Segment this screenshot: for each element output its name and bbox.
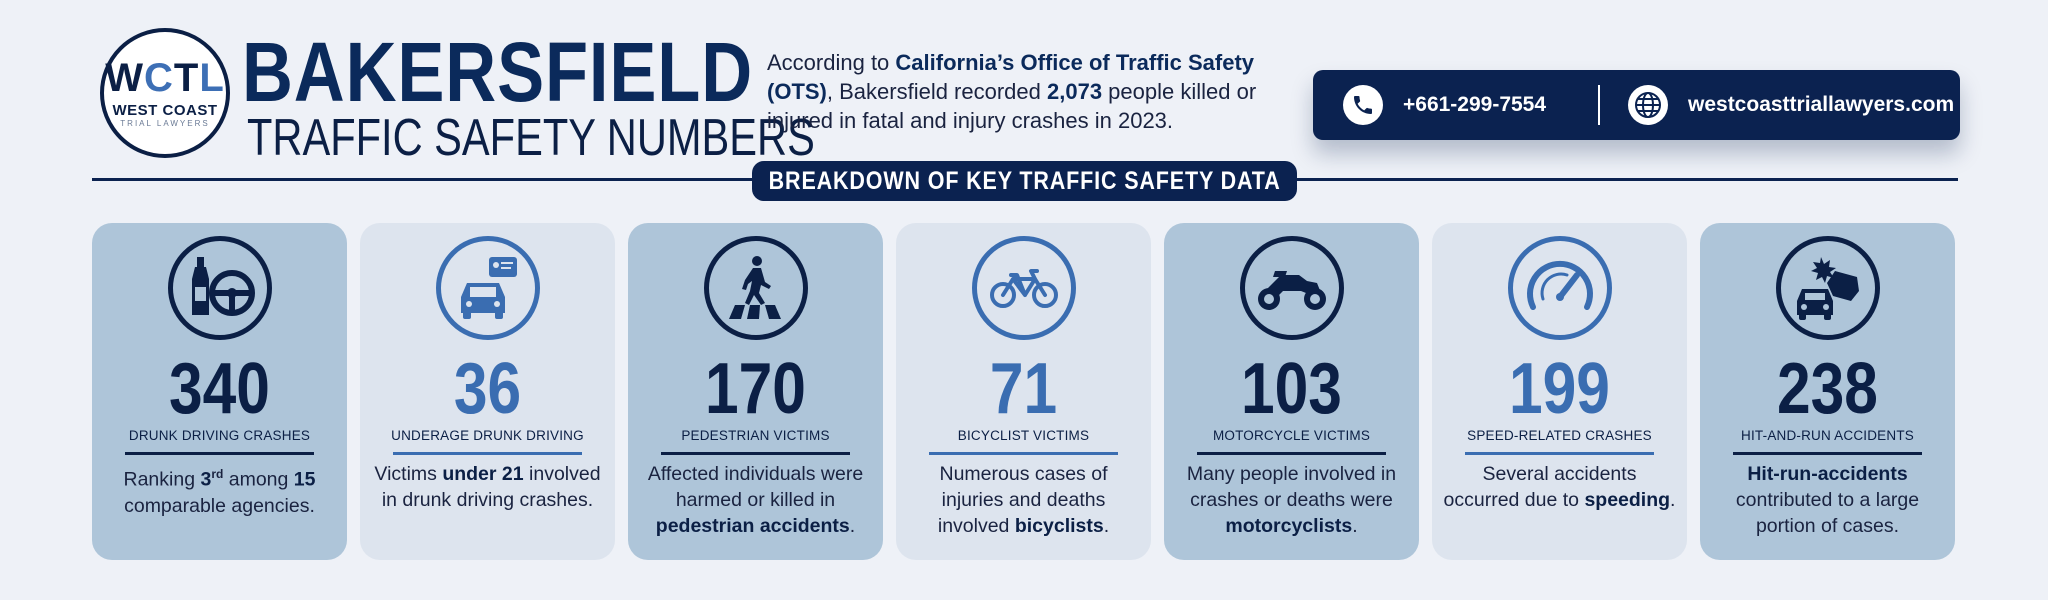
intro-part: According to: [767, 50, 896, 75]
motorcycle-icon: [1240, 236, 1344, 340]
stat-value: 238: [1777, 349, 1878, 429]
stat-card-bicyclist: 71 BICYCLIST VICTIMS Numerous cases of i…: [896, 223, 1151, 560]
desc-bold: 3: [200, 468, 212, 491]
stat-value: 36: [453, 349, 522, 429]
pedestrian-crossing-icon: [704, 236, 808, 340]
desc-bold: motorcyclists: [1225, 515, 1353, 537]
stat-value: 170: [705, 349, 806, 429]
desc-part: Many people involved in crashes or death…: [1186, 463, 1397, 511]
desc-part: comparable agencies.: [124, 494, 315, 517]
desc-part: Victims: [374, 463, 443, 485]
desc-part: contributed to a large portion of cases.: [1735, 489, 1920, 537]
stat-label: SPEED-RELATED CRASHES: [1467, 428, 1652, 443]
desc-bold: pedestrian accidents: [655, 515, 850, 537]
stat-description: Ranking 3rd among 15 comparable agencies…: [102, 461, 337, 519]
section-banner: BREAKDOWN OF KEY TRAFFIC SAFETY DATA: [752, 161, 1297, 201]
stat-label: HIT-AND-RUN ACCIDENTS: [1741, 428, 1914, 443]
bicycle-icon: [972, 236, 1076, 340]
stat-description: Many people involved in crashes or death…: [1174, 461, 1409, 539]
stat-underline: [661, 452, 850, 455]
stat-underline: [1733, 452, 1922, 455]
intro-bold: 2,073: [1047, 79, 1103, 104]
globe-icon: [1628, 85, 1668, 125]
desc-bold: Hit-run-accidents: [1747, 463, 1908, 485]
logo-name: WEST COAST: [112, 102, 218, 119]
stat-description: Numerous cases of injuries and deaths in…: [906, 461, 1141, 539]
desc-part: involved in drunk driving crashes.: [381, 463, 601, 511]
logo-tagline: TRIAL LAWYERS: [120, 119, 210, 128]
stat-underline: [929, 452, 1118, 455]
website-link[interactable]: westcoasttriallawyers.com: [1600, 70, 1954, 140]
page-title: BAKERSFIELD: [242, 25, 754, 119]
intro-bold: California’s Office of Traffic Safety (O…: [767, 50, 1255, 104]
stat-value: 199: [1509, 349, 1610, 429]
stat-card-motorcycle: 103 MOTORCYCLE VICTIMS Many people invol…: [1164, 223, 1419, 560]
drunk-driving-icon: [168, 236, 272, 340]
banner-text: BREAKDOWN OF KEY TRAFFIC SAFETY DATA: [768, 166, 1281, 195]
intro-text: According to California’s Office of Traf…: [767, 48, 1297, 135]
page-subtitle: TRAFFIC SAFETY NUMBERS: [247, 109, 815, 167]
intro-part: people killed or injured in fatal and in…: [767, 79, 1257, 133]
desc-bold: bicyclists: [1014, 515, 1104, 537]
stat-underline: [125, 452, 314, 455]
stat-label: PEDESTRIAN VICTIMS: [681, 428, 830, 443]
stat-value: 103: [1241, 349, 1342, 429]
stat-value: 71: [989, 349, 1058, 429]
stat-label: UNDERAGE DRUNK DRIVING: [391, 428, 584, 443]
stat-value: 340: [169, 349, 270, 429]
desc-bold: speeding: [1584, 489, 1671, 511]
contact-divider: [1598, 85, 1600, 125]
stat-underline: [1465, 452, 1654, 455]
website-url: westcoasttriallawyers.com: [1688, 93, 1955, 116]
desc-part: Ranking: [123, 468, 201, 491]
phone-link[interactable]: +661-299-7554: [1313, 70, 1598, 140]
phone-number: +661-299-7554: [1403, 93, 1547, 116]
stat-card-speed: 199 SPEED-RELATED CRASHES Several accide…: [1432, 223, 1687, 560]
desc-bold: 15: [293, 468, 316, 491]
stat-underline: [393, 452, 582, 455]
stat-card-underage-drunk-driving: 36 UNDERAGE DRUNK DRIVING Victims under …: [360, 223, 615, 560]
stat-description: Affected individuals were harmed or kill…: [638, 461, 873, 539]
speedometer-icon: [1508, 236, 1612, 340]
desc-bold: under 21: [442, 463, 524, 485]
contact-bar: +661-299-7554 westcoasttriallawyers.com: [1313, 70, 1960, 140]
intro-part: , Bakersfield recorded: [826, 79, 1047, 104]
desc-part: Numerous cases of injuries and deaths in…: [937, 463, 1108, 537]
desc-part: among: [223, 468, 294, 491]
phone-icon: [1343, 85, 1383, 125]
car-collision-icon: [1776, 236, 1880, 340]
stat-label: DRUNK DRIVING CRASHES: [128, 428, 311, 443]
stat-label: MOTORCYCLE VICTIMS: [1212, 428, 1371, 443]
stat-card-hit-and-run: 238 HIT-AND-RUN ACCIDENTS Hit-run-accide…: [1700, 223, 1955, 560]
desc-part: .: [1103, 515, 1110, 537]
desc-part: .: [849, 515, 856, 537]
stat-description: Several accidents occurred due to speedi…: [1442, 461, 1677, 513]
desc-sup: rd: [211, 467, 224, 481]
stat-label: BICYCLIST VICTIMS: [957, 428, 1090, 443]
stat-underline: [1197, 452, 1386, 455]
desc-part: .: [1670, 489, 1676, 511]
desc-part: .: [1352, 515, 1358, 537]
desc-part: Affected individuals were harmed or kill…: [647, 463, 864, 511]
stat-description: Victims under 21 involved in drunk drivi…: [370, 461, 605, 513]
underage-driver-icon: [436, 236, 540, 340]
desc-part: Several accidents occurred due to: [1443, 463, 1637, 511]
stat-card-pedestrian: 170 PEDESTRIAN VICTIMS Affected individu…: [628, 223, 883, 560]
stat-card-drunk-driving: 340 DRUNK DRIVING CRASHES Ranking 3rd am…: [92, 223, 347, 560]
stat-description: Hit-run-accidents contributed to a large…: [1710, 461, 1945, 539]
